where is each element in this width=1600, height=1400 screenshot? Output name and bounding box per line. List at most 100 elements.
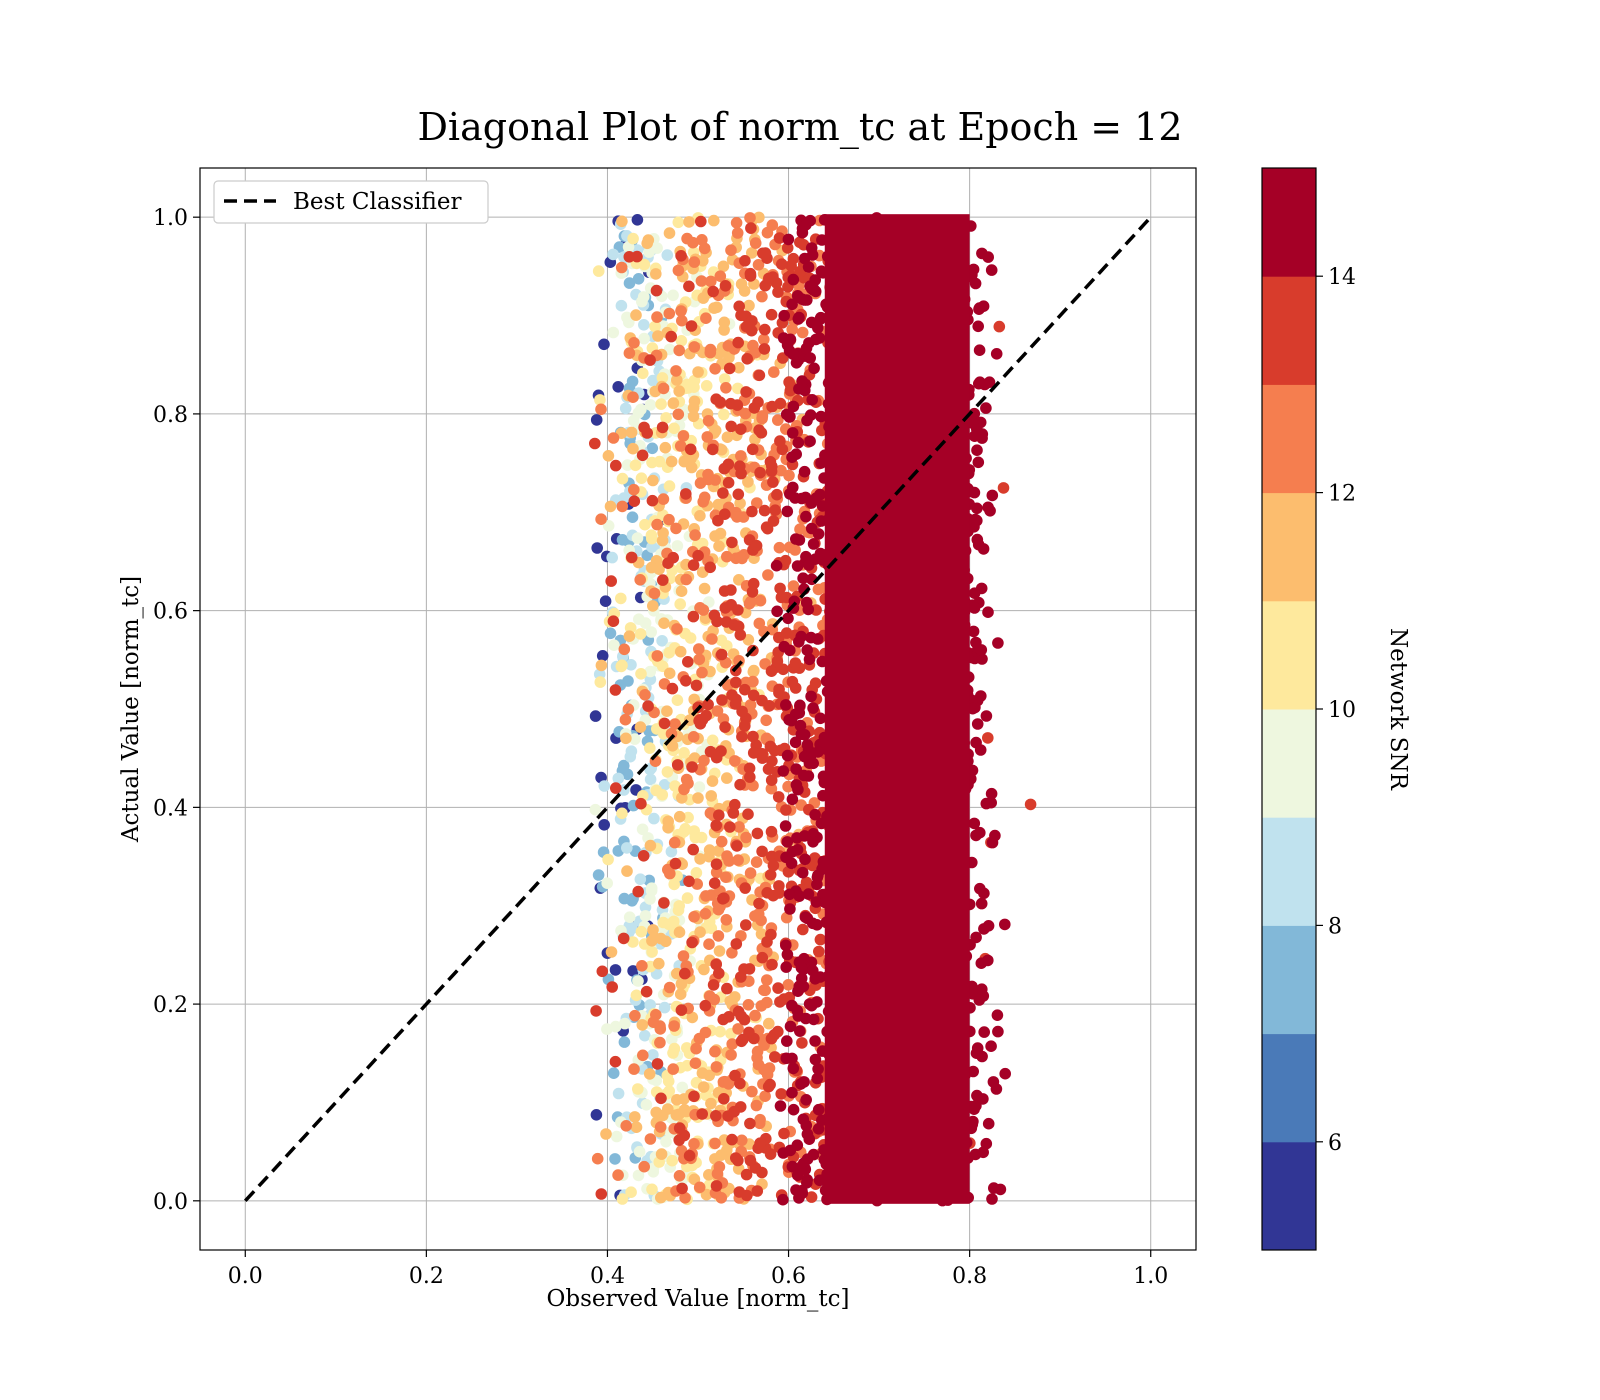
scatter-point	[606, 981, 618, 993]
scatter-point	[619, 713, 632, 726]
scatter-point	[774, 582, 786, 595]
scatter-point	[658, 1001, 671, 1014]
scatter-point	[780, 961, 792, 973]
scatter-point	[800, 1119, 813, 1132]
scatter-point	[632, 975, 644, 987]
scatter-point	[992, 637, 1004, 649]
scatter-point	[720, 914, 733, 926]
scatter-point	[773, 631, 785, 644]
scatter-point	[806, 917, 819, 930]
scatter-point	[661, 705, 673, 717]
scatter-point	[680, 1105, 693, 1118]
scatter-point	[787, 1062, 800, 1075]
scatter-point	[747, 577, 760, 590]
scatter-point	[777, 1193, 789, 1206]
scatter-point	[767, 515, 780, 527]
scatter-point	[627, 232, 639, 245]
scatter-point	[971, 444, 983, 457]
scatter-point	[999, 1067, 1011, 1080]
scatter-point	[715, 835, 728, 848]
scatter-point	[634, 574, 646, 586]
scatter-point	[712, 845, 725, 857]
scatter-point	[710, 958, 722, 971]
scatter-point	[694, 853, 706, 865]
scatter-point	[658, 617, 670, 629]
scatter-point	[676, 1081, 689, 1094]
scatter-point	[739, 683, 751, 696]
scatter-point	[780, 804, 792, 816]
scatter-point	[591, 542, 603, 554]
scatter-point	[780, 1052, 793, 1065]
scatter-point	[665, 455, 678, 468]
scatter-point	[636, 1019, 649, 1031]
scatter-point	[590, 414, 603, 426]
scatter-point	[794, 719, 807, 732]
scatter-point	[682, 811, 694, 824]
scatter-point	[658, 717, 671, 730]
scatter-point	[616, 1193, 629, 1205]
scatter-point	[700, 380, 713, 392]
scatter-point	[616, 500, 629, 513]
scatter-point	[684, 443, 697, 456]
scatter-point	[661, 766, 674, 778]
scatter-point	[623, 250, 636, 263]
scatter-point	[636, 449, 649, 462]
scatter-point	[736, 1134, 748, 1147]
scatter-point	[764, 456, 777, 468]
x-axis-ticks: 0.0 0.2 0.4 0.6 0.8 1.0	[228, 1250, 1168, 1289]
scatter-point	[718, 1093, 730, 1105]
scatter-point	[659, 441, 672, 454]
scatter-point	[790, 533, 802, 545]
scatter-point	[702, 468, 714, 481]
scatter-point	[725, 244, 737, 256]
scatter-point	[665, 845, 678, 858]
scatter-point	[806, 394, 818, 406]
scatter-point	[797, 923, 809, 936]
scatter-point	[677, 430, 690, 442]
scatter-point	[694, 926, 706, 938]
scatter-point	[644, 399, 657, 411]
scatter-point	[811, 633, 824, 645]
scatter-point	[747, 730, 759, 743]
scatter-point	[732, 488, 745, 501]
scatter-point	[777, 332, 790, 344]
scatter-point	[982, 501, 994, 514]
scatter-point	[638, 332, 650, 345]
scatter-point	[968, 407, 981, 420]
scatter-point	[623, 347, 636, 359]
scatter-point	[754, 594, 767, 607]
scatter-point	[615, 299, 628, 312]
scatter-point	[813, 945, 825, 958]
scatter-point	[789, 657, 802, 669]
scatter-point	[657, 527, 669, 539]
scatter-point	[710, 1180, 723, 1192]
scatter-point	[800, 1094, 812, 1106]
scatter-point	[644, 839, 657, 852]
y-axis-label: Actual Value [norm_tc]	[118, 576, 144, 843]
scatter-point	[814, 313, 827, 325]
scatter-point	[977, 1093, 989, 1105]
chart-title: Diagonal Plot of norm_tc at Epoch = 12	[417, 105, 1182, 150]
scatter-point	[751, 1185, 764, 1197]
scatter-point	[672, 408, 685, 421]
scatter-point	[670, 365, 682, 377]
scatter-point	[623, 316, 635, 329]
scatter-point	[776, 443, 789, 456]
scatter-point	[688, 1138, 700, 1150]
scatter-point	[971, 718, 984, 730]
scatter-point	[646, 532, 658, 545]
scatter-point	[668, 836, 681, 849]
scatter-point	[758, 333, 770, 346]
scatter-point	[702, 698, 714, 711]
scatter-point	[710, 1110, 722, 1122]
scatter-point	[767, 476, 779, 488]
scatter-point	[779, 554, 792, 567]
scatter-point	[811, 871, 824, 884]
scatter-point	[773, 232, 786, 244]
scatter-point	[753, 897, 765, 910]
scatter-point	[708, 609, 721, 622]
x-tick-label: 0.6	[771, 1264, 806, 1289]
scatter-point	[589, 710, 602, 722]
scatter-point	[713, 540, 725, 552]
scatter-point	[630, 1121, 643, 1133]
